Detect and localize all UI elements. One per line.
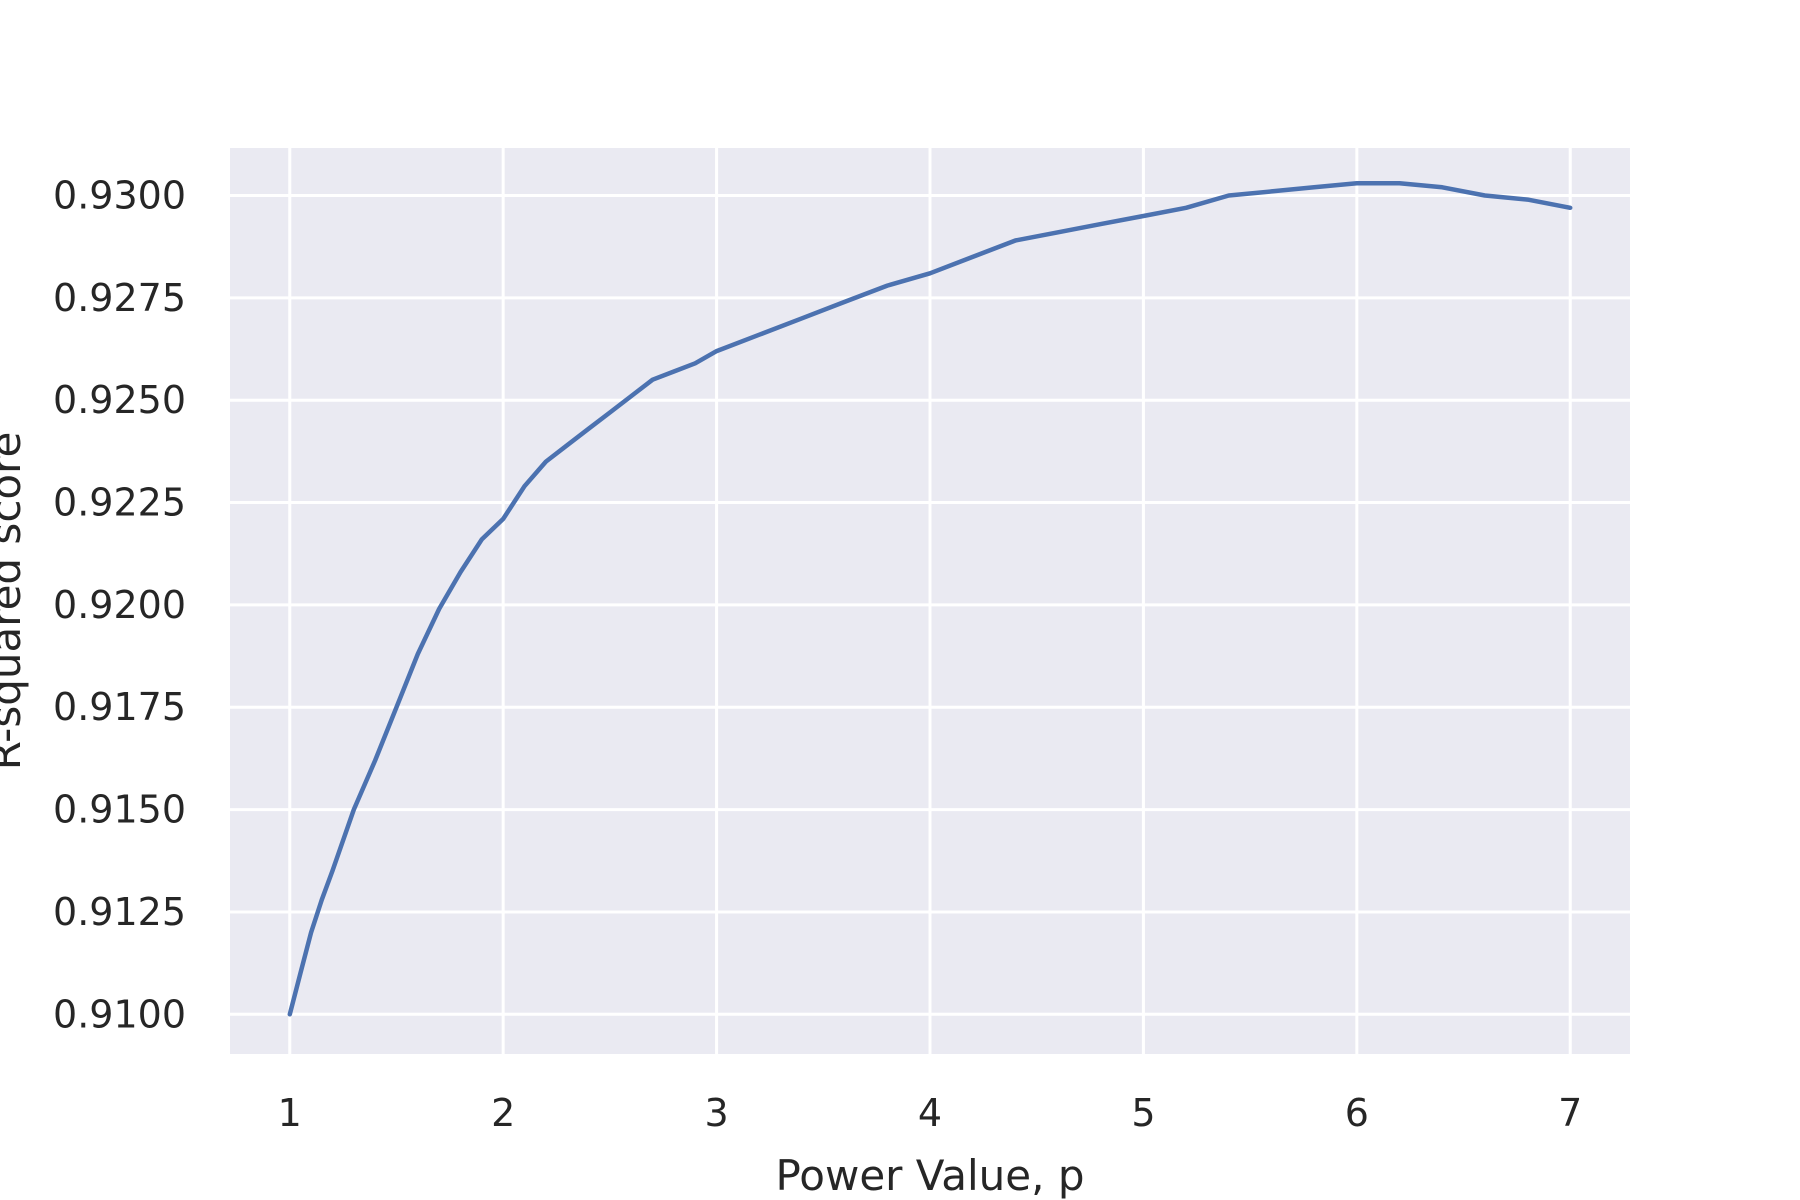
series-group (287, 180, 1573, 1017)
y-tick-label: 0.9175 (53, 685, 186, 729)
x-tick-label: 1 (278, 1091, 302, 1135)
y-tick-label: 0.9150 (53, 788, 186, 832)
x-tick-label: 2 (491, 1091, 515, 1135)
series-line-0 (287, 180, 1573, 1017)
y-tick-label: 0.9200 (53, 583, 186, 627)
x-tick-label: 7 (1558, 1091, 1582, 1135)
x-tick-labels: 1 2 3 4 5 6 7 (278, 1091, 1583, 1135)
grid (230, 148, 1630, 1054)
x-axis-label: Power Value, p (775, 1151, 1084, 1200)
x-tick-label: 4 (918, 1091, 942, 1135)
y-tick-label: 0.9250 (53, 378, 186, 422)
y-axis-label: R-squared score (0, 432, 30, 771)
y-tick-label: 0.9275 (53, 276, 186, 320)
y-tick-label: 0.9100 (53, 992, 186, 1036)
x-tick-label: 3 (704, 1091, 728, 1135)
x-tick-label: 5 (1131, 1091, 1155, 1135)
x-tick-label: 6 (1345, 1091, 1369, 1135)
y-tick-label: 0.9300 (53, 173, 186, 217)
y-tick-label: 0.9125 (53, 890, 186, 934)
y-tick-labels: 0.9100 0.9125 0.9150 0.9175 0.9200 0.9225 0.92… (53, 173, 186, 1036)
y-tick-label: 0.9225 (53, 481, 186, 525)
